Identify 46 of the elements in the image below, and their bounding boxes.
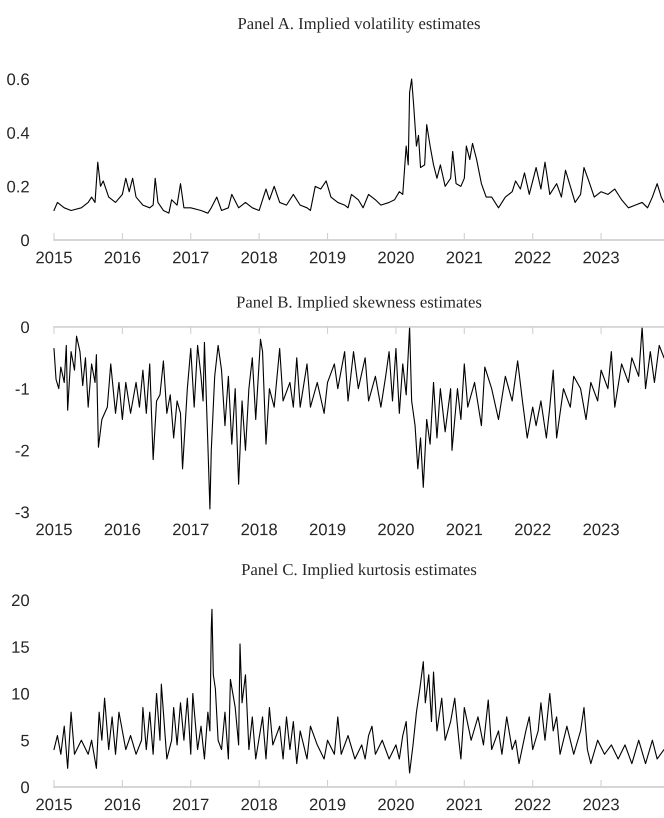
y-tick-label: 15 [12,641,29,653]
x-tick-label: 2019 [310,798,346,810]
x-tick-label: 2021 [446,798,482,810]
x-tick-label: 2020 [378,524,414,536]
x-tick-label: 2023 [583,798,619,810]
y-tick-label: 5 [21,734,29,746]
y-tick-label: -2 [16,444,29,456]
y-tick-label: 0.4 [7,127,30,139]
chart-title: Panel A. Implied volatility estimates [238,17,480,33]
y-tick-label: 0.2 [7,180,29,193]
x-tick-label: 2023 [583,252,619,264]
y-tick-label: 0 [21,321,30,334]
y-tick-label: 0.6 [7,73,29,86]
y-tick-label: 0 [21,234,30,246]
x-tick-label: 2019 [310,252,346,264]
y-tick-label: -3 [16,506,29,518]
line-series [53,326,664,510]
y-tick-label: -1 [16,383,29,395]
x-tick-label: 2022 [515,252,550,264]
x-tick-label: 2022 [515,524,550,536]
x-tick-label: 2020 [378,798,414,810]
x-tick-label: 2021 [446,252,482,264]
y-tick-label: 10 [12,688,30,700]
x-tick-label: 2015 [36,524,72,536]
y-tick-label: 20 [12,594,30,606]
x-tick-label: 2018 [241,798,277,810]
x-tick-label: 2015 [36,252,72,264]
x-tick-label: 2021 [446,524,482,536]
x-tick-label: 2017 [173,524,208,536]
x-tick-label: 2020 [378,252,414,264]
x-tick-label: 2016 [104,252,140,264]
y-tick-label: 0 [21,781,30,794]
line-series [53,78,664,214]
x-tick-label: 2022 [515,798,550,810]
line-series [53,608,664,774]
x-tick-label: 2015 [36,798,72,810]
x-tick-label: 2018 [241,252,277,264]
x-tick-label: 2023 [583,524,619,536]
x-tick-label: 2019 [310,524,346,536]
x-tick-label: 2017 [173,798,208,810]
x-tick-label: 2016 [104,798,140,810]
x-tick-label: 2016 [104,524,140,536]
x-tick-label: 2018 [241,524,277,536]
chart-title: Panel B. Implied skewness estimates [236,296,482,312]
chart-title: Panel C. Implied kurtosis estimates [242,563,476,579]
x-tick-label: 2017 [173,252,208,264]
